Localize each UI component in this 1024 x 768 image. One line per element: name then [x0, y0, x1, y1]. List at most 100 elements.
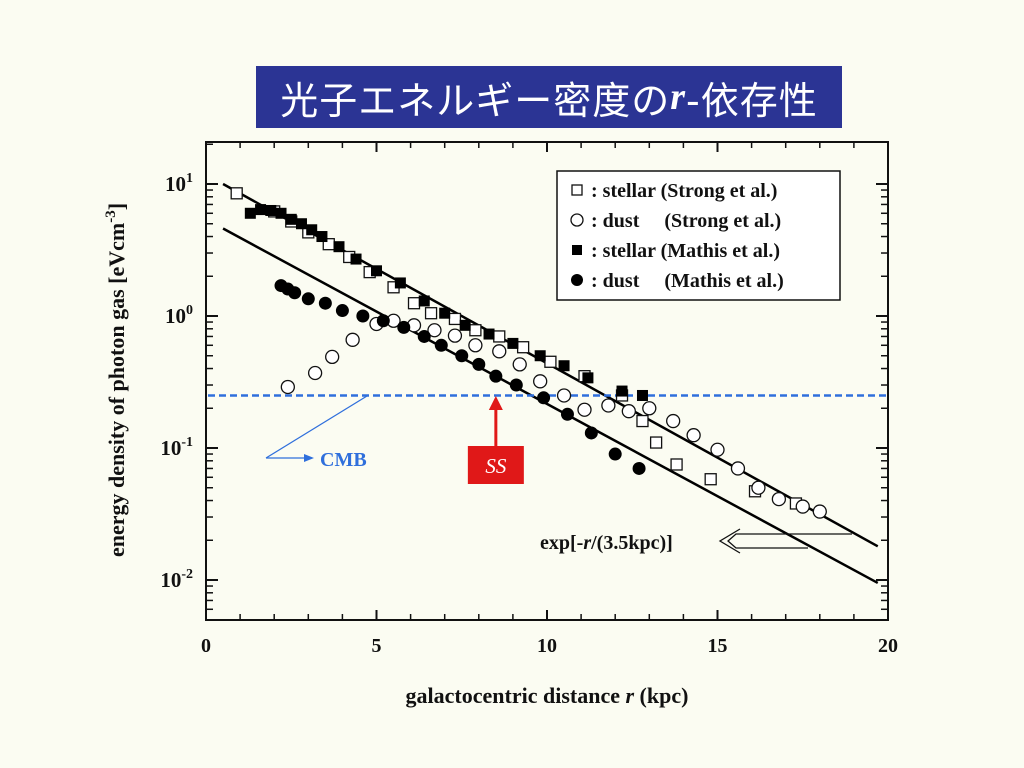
y-tick-label: 10-2 — [160, 567, 193, 592]
point-dust-mathis — [376, 314, 390, 328]
point-stellar-strong — [424, 307, 438, 320]
point-dust-mathis — [472, 357, 486, 371]
ss-label: SS — [485, 454, 507, 478]
fit-label: exp[-r/(3.5kpc)] — [540, 532, 673, 554]
point-stellar-mathis — [507, 337, 519, 349]
point-stellar-strong — [230, 187, 243, 200]
point-stellar-mathis — [285, 213, 297, 225]
point-stellar-mathis — [558, 360, 570, 372]
y-tick-label: 100 — [165, 303, 193, 328]
ss-arrow-head — [488, 396, 503, 410]
point-dust-mathis — [537, 391, 551, 405]
x-tick-label: 0 — [201, 635, 211, 657]
point-dust-strong — [325, 349, 340, 365]
point-dust-mathis — [417, 329, 431, 343]
point-dust-strong — [771, 491, 787, 507]
point-dust-mathis — [455, 349, 469, 363]
point-dust-strong — [795, 499, 810, 514]
point-stellar-mathis — [534, 350, 546, 362]
point-dust-mathis — [397, 320, 411, 334]
point-dust-strong — [812, 504, 827, 519]
point-stellar-mathis — [316, 231, 328, 243]
point-dust-strong — [492, 344, 507, 359]
point-dust-strong — [710, 442, 725, 457]
slide-title-tail: -依存性 — [686, 78, 818, 123]
slide-title-main: 光子エネルギー密度の — [280, 78, 671, 123]
point-dust-mathis — [509, 378, 523, 392]
point-stellar-mathis — [265, 204, 277, 216]
point-stellar-mathis — [306, 224, 318, 236]
point-dust-mathis — [288, 286, 302, 300]
legend-label: : stellar (Strong et al.) — [591, 180, 777, 202]
point-stellar-strong — [636, 414, 649, 428]
point-stellar-mathis — [255, 204, 267, 216]
point-stellar-strong — [544, 355, 557, 368]
point-dust-strong — [345, 332, 360, 347]
legend: : stellar (Strong et al.): dust (Strong … — [556, 170, 841, 301]
cmb-pointer-line — [265, 395, 368, 459]
point-dust-strong — [642, 401, 657, 416]
point-dust-mathis — [632, 461, 646, 475]
legend-marker — [570, 213, 584, 227]
point-stellar-strong — [493, 330, 506, 343]
point-dust-mathis — [335, 304, 349, 318]
y-axis-label: energy density of photon gas [eVcm-3] — [103, 203, 129, 557]
point-dust-strong — [621, 404, 636, 419]
point-stellar-strong — [649, 436, 663, 449]
point-dust-strong — [556, 388, 572, 403]
point-stellar-mathis — [418, 295, 430, 307]
legend-marker — [571, 274, 583, 286]
point-stellar-mathis — [483, 328, 495, 340]
point-stellar-mathis — [275, 207, 287, 219]
point-dust-mathis — [560, 407, 574, 421]
point-stellar-strong — [704, 473, 717, 486]
point-dust-strong — [730, 461, 746, 476]
point-stellar-strong — [407, 297, 421, 310]
point-dust-mathis — [356, 309, 370, 323]
point-dust-strong — [307, 365, 323, 381]
legend-marker — [572, 245, 582, 255]
annotations: CMB SS exp[-r/(3.5kpc)] — [265, 395, 852, 554]
point-stellar-strong — [469, 324, 482, 337]
point-stellar-mathis — [295, 218, 307, 230]
point-dust-strong — [577, 402, 592, 417]
legend-label: : dust (Mathis et al.) — [591, 270, 784, 292]
x-tick-label: 15 — [708, 635, 728, 657]
point-dust-mathis — [608, 447, 622, 461]
axes: 0 5 10 15 20 101 100 10-1 10-2 galactocentric dis… — [103, 142, 898, 708]
point-dust-strong — [447, 328, 463, 343]
point-dust-strong — [686, 428, 701, 443]
point-dust-mathis — [301, 292, 315, 306]
point-dust-mathis — [489, 369, 503, 383]
data-points — [230, 187, 827, 519]
point-dust-mathis — [434, 338, 448, 352]
fit-line — [222, 227, 879, 585]
point-stellar-mathis — [582, 372, 594, 384]
point-stellar-mathis — [333, 241, 345, 253]
point-stellar-mathis — [616, 385, 628, 397]
point-stellar-mathis — [459, 319, 471, 331]
point-dust-strong — [512, 357, 527, 372]
point-dust-mathis — [318, 296, 332, 310]
ss-box — [467, 446, 524, 484]
point-stellar-strong — [516, 341, 530, 354]
point-dust-strong — [280, 379, 295, 395]
cmb-label: CMB — [320, 449, 367, 471]
x-tick-label: 10 — [537, 635, 557, 657]
x-tick-label: 20 — [878, 635, 898, 657]
point-dust-strong — [427, 323, 442, 338]
fit-double-arrow — [727, 533, 852, 549]
x-tick-label: 5 — [372, 635, 382, 657]
point-stellar-strong — [670, 458, 683, 471]
y-tick-label: 101 — [165, 171, 193, 196]
point-stellar-mathis — [244, 207, 256, 219]
slide-title: 光子エネルギー密度の r -依存性 — [256, 66, 842, 128]
point-stellar-mathis — [350, 253, 362, 265]
legend-label: : stellar (Mathis et al.) — [591, 240, 780, 262]
slide-title-variable: r — [670, 76, 687, 118]
point-stellar-mathis — [636, 389, 648, 401]
point-stellar-strong — [448, 312, 462, 326]
x-axis-label: galactocentric distance r (kpc) — [406, 683, 689, 708]
y-tick-label: 10-1 — [160, 435, 193, 460]
